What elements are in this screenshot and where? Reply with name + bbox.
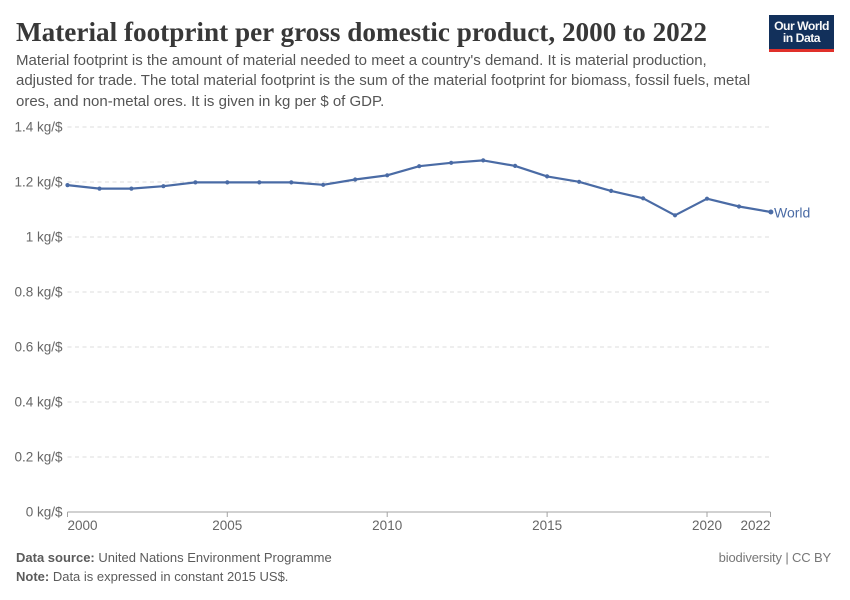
svg-text:1.4 kg/$: 1.4 kg/$ (14, 120, 63, 135)
svg-text:0.6 kg/$: 0.6 kg/$ (14, 340, 63, 355)
svg-text:1.2 kg/$: 1.2 kg/$ (14, 175, 63, 190)
svg-text:2000: 2000 (67, 518, 97, 533)
svg-text:0.4 kg/$: 0.4 kg/$ (14, 395, 63, 410)
svg-text:1 kg/$: 1 kg/$ (26, 230, 63, 245)
svg-text:2020: 2020 (692, 518, 722, 533)
svg-text:2022: 2022 (740, 518, 770, 533)
svg-text:0.2 kg/$: 0.2 kg/$ (14, 450, 63, 465)
svg-text:2015: 2015 (532, 518, 562, 533)
svg-text:2005: 2005 (212, 518, 242, 533)
svg-text:World: World (774, 205, 810, 221)
svg-text:0 kg/$: 0 kg/$ (26, 505, 63, 520)
svg-text:2010: 2010 (372, 518, 402, 533)
svg-text:0.8 kg/$: 0.8 kg/$ (14, 285, 63, 300)
